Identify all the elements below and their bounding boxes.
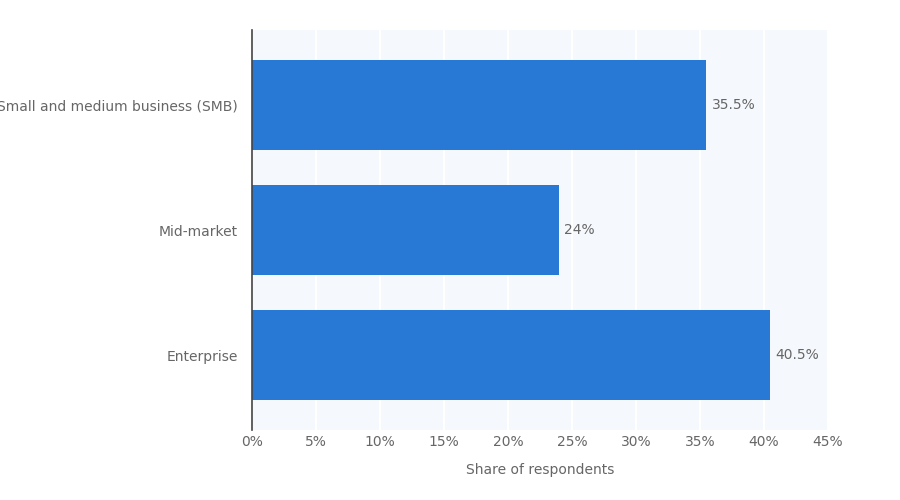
Text: 35.5%: 35.5% (712, 98, 755, 112)
Bar (252, 185, 559, 275)
Bar (252, 60, 706, 150)
Text: 24%: 24% (564, 223, 595, 237)
X-axis label: Share of respondents: Share of respondents (466, 463, 614, 477)
Text: 40.5%: 40.5% (776, 348, 819, 362)
Bar (252, 310, 770, 400)
